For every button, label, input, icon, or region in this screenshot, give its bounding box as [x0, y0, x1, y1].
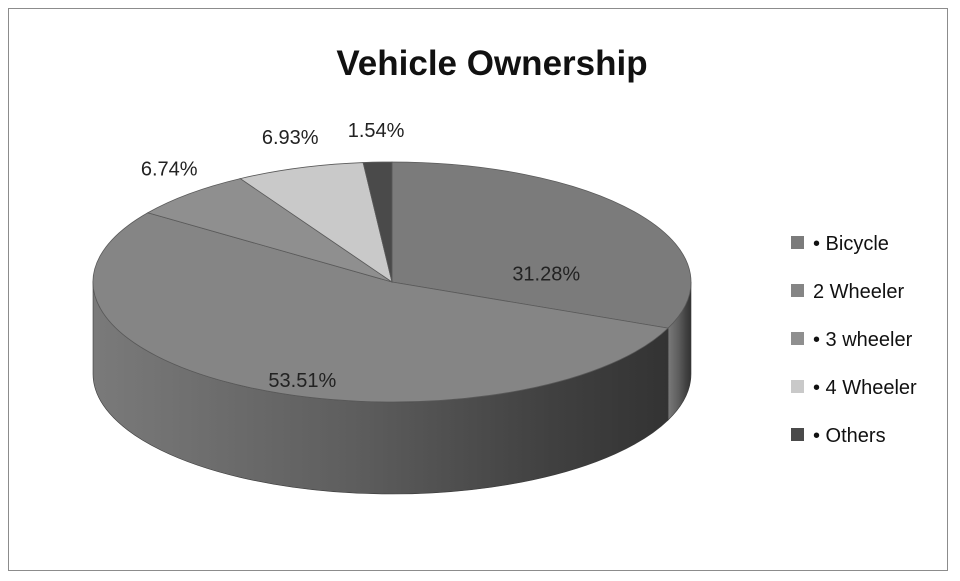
data-label-3: 6.93% [262, 127, 319, 149]
pie-sides [92, 281, 692, 495]
pie-slice-4 [362, 161, 393, 283]
chart-legend: • Bicycle 2 Wheeler • 3 wheeler • 4 Wheeler… [791, 233, 917, 447]
pie-data-labels: 31.28% 53.51% 6.74% 6.93% 1.54% [141, 120, 581, 392]
pie-slice-2 [146, 178, 393, 283]
legend-swatch-0 [791, 236, 804, 249]
data-label-0: 31.28% [512, 264, 580, 286]
legend-swatch-4 [791, 428, 804, 441]
data-label-4: 1.54% [348, 120, 405, 142]
legend-label-3: • 4 Wheeler [813, 377, 917, 399]
legend-label-4: • Others [813, 425, 886, 447]
chart-title: Vehicle Ownership [336, 44, 647, 83]
pie-top [92, 161, 692, 403]
legend-label-2: • 3 wheeler [813, 329, 913, 351]
pie-slice-3 [239, 162, 393, 283]
legend-swatch-3 [791, 380, 804, 393]
data-label-2: 6.74% [141, 158, 198, 180]
pie-slice-0 [391, 161, 692, 329]
legend-swatch-1 [791, 284, 804, 297]
pie-slice-1 [92, 212, 669, 403]
legend-swatch-2 [791, 332, 804, 345]
legend-label-1: 2 Wheeler [813, 281, 904, 303]
legend-label-0: • Bicycle [813, 233, 889, 255]
data-label-1: 53.51% [268, 370, 336, 392]
